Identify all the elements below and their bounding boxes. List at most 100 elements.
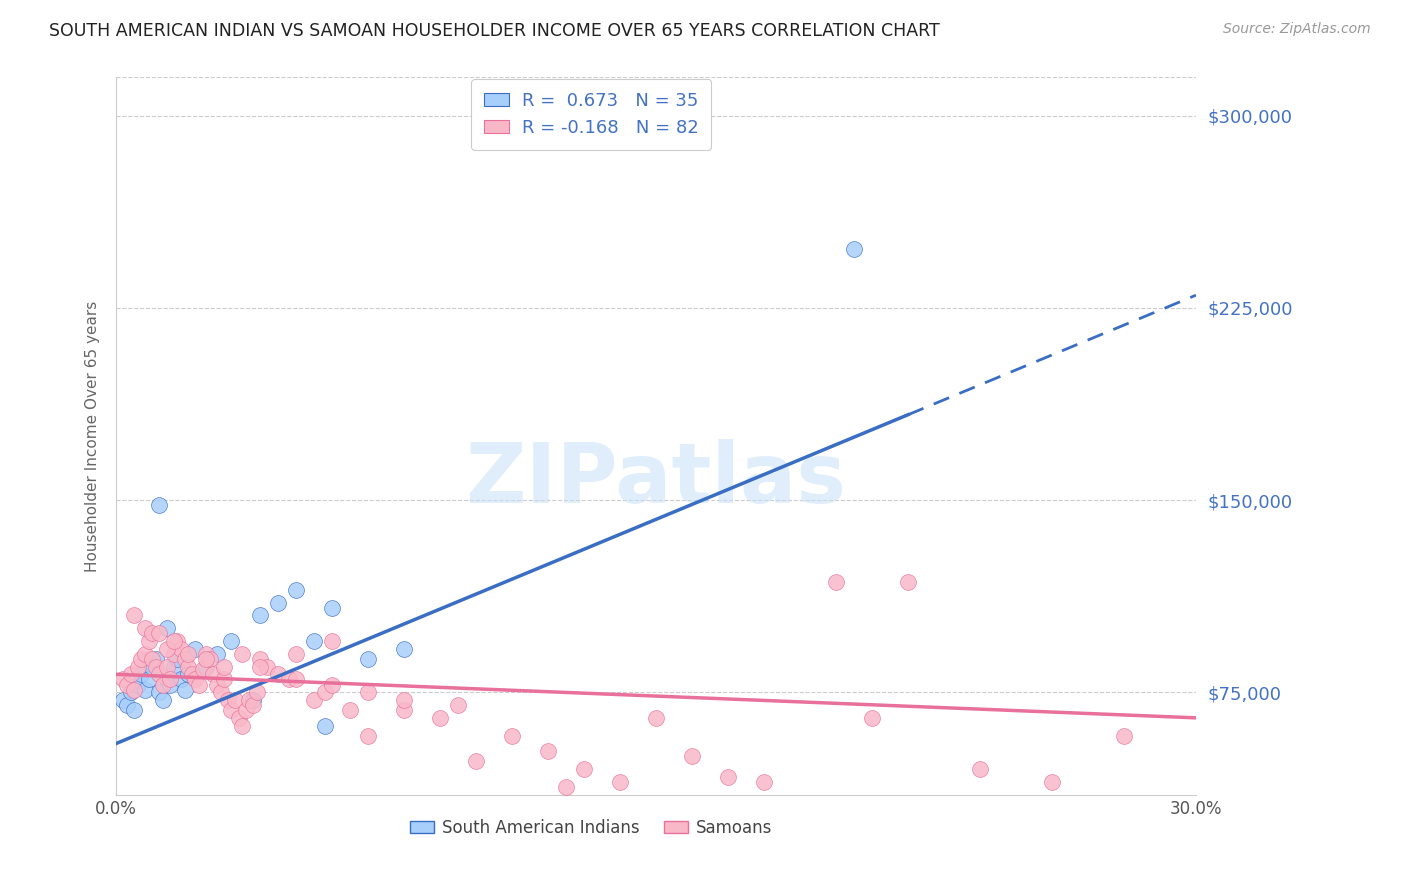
Point bbox=[195, 647, 218, 661]
Point bbox=[127, 659, 149, 673]
Point bbox=[501, 729, 523, 743]
Point bbox=[825, 575, 848, 590]
Point bbox=[752, 775, 775, 789]
Point bbox=[184, 641, 207, 656]
Point bbox=[141, 659, 163, 673]
Point bbox=[148, 667, 170, 681]
Point bbox=[235, 703, 257, 717]
Point bbox=[465, 755, 488, 769]
Point bbox=[217, 693, 239, 707]
Point bbox=[120, 667, 142, 681]
Point bbox=[242, 693, 264, 707]
Point bbox=[112, 693, 135, 707]
Point bbox=[221, 703, 243, 717]
Point bbox=[242, 698, 264, 712]
Point bbox=[134, 647, 156, 661]
Point bbox=[205, 677, 228, 691]
Point bbox=[159, 673, 181, 687]
Point bbox=[321, 634, 343, 648]
Point bbox=[357, 685, 380, 699]
Point bbox=[177, 647, 200, 661]
Point bbox=[681, 749, 703, 764]
Point bbox=[231, 647, 253, 661]
Point bbox=[1040, 775, 1063, 789]
Point bbox=[860, 711, 883, 725]
Point bbox=[156, 641, 179, 656]
Point bbox=[170, 641, 193, 656]
Point bbox=[429, 711, 451, 725]
Point bbox=[148, 685, 170, 699]
Point bbox=[202, 667, 225, 681]
Point bbox=[645, 711, 668, 725]
Point bbox=[134, 682, 156, 697]
Point bbox=[177, 667, 200, 681]
Point bbox=[188, 677, 211, 691]
Point bbox=[717, 770, 740, 784]
Point bbox=[173, 682, 195, 697]
Point bbox=[285, 647, 308, 661]
Point bbox=[209, 685, 232, 699]
Point bbox=[163, 634, 186, 648]
Point bbox=[321, 677, 343, 691]
Point bbox=[152, 677, 174, 691]
Point bbox=[357, 652, 380, 666]
Point bbox=[231, 718, 253, 732]
Point bbox=[249, 608, 271, 623]
Point bbox=[115, 698, 138, 712]
Point bbox=[159, 677, 181, 691]
Point bbox=[249, 652, 271, 666]
Point bbox=[572, 762, 595, 776]
Point bbox=[969, 762, 991, 776]
Point bbox=[267, 667, 290, 681]
Point bbox=[156, 673, 179, 687]
Point bbox=[357, 729, 380, 743]
Point bbox=[112, 673, 135, 687]
Point bbox=[122, 682, 145, 697]
Point bbox=[180, 667, 202, 681]
Point bbox=[170, 673, 193, 687]
Point bbox=[115, 677, 138, 691]
Point bbox=[302, 634, 325, 648]
Point bbox=[131, 667, 153, 681]
Point bbox=[152, 693, 174, 707]
Point bbox=[321, 600, 343, 615]
Point bbox=[238, 693, 260, 707]
Point bbox=[122, 703, 145, 717]
Point bbox=[120, 685, 142, 699]
Point bbox=[285, 582, 308, 597]
Y-axis label: Householder Income Over 65 years: Householder Income Over 65 years bbox=[86, 301, 100, 572]
Point bbox=[246, 685, 269, 699]
Point bbox=[156, 621, 179, 635]
Point bbox=[138, 673, 160, 687]
Point bbox=[205, 647, 228, 661]
Point bbox=[156, 659, 179, 673]
Point bbox=[1112, 729, 1135, 743]
Point bbox=[278, 673, 301, 687]
Point bbox=[173, 652, 195, 666]
Point bbox=[609, 775, 631, 789]
Point bbox=[212, 659, 235, 673]
Point bbox=[148, 626, 170, 640]
Point bbox=[314, 718, 336, 732]
Point bbox=[122, 608, 145, 623]
Point bbox=[249, 659, 271, 673]
Point bbox=[224, 693, 246, 707]
Point bbox=[184, 673, 207, 687]
Point bbox=[163, 659, 186, 673]
Point bbox=[285, 673, 308, 687]
Text: ZIPatlas: ZIPatlas bbox=[465, 439, 846, 520]
Point bbox=[195, 659, 218, 673]
Point bbox=[537, 744, 560, 758]
Point bbox=[195, 652, 218, 666]
Point bbox=[141, 652, 163, 666]
Point bbox=[555, 780, 578, 794]
Point bbox=[302, 693, 325, 707]
Point bbox=[198, 652, 221, 666]
Point bbox=[166, 634, 188, 648]
Point bbox=[256, 659, 278, 673]
Point bbox=[191, 662, 214, 676]
Point bbox=[148, 498, 170, 512]
Point bbox=[314, 685, 336, 699]
Point bbox=[145, 659, 167, 673]
Point bbox=[392, 641, 415, 656]
